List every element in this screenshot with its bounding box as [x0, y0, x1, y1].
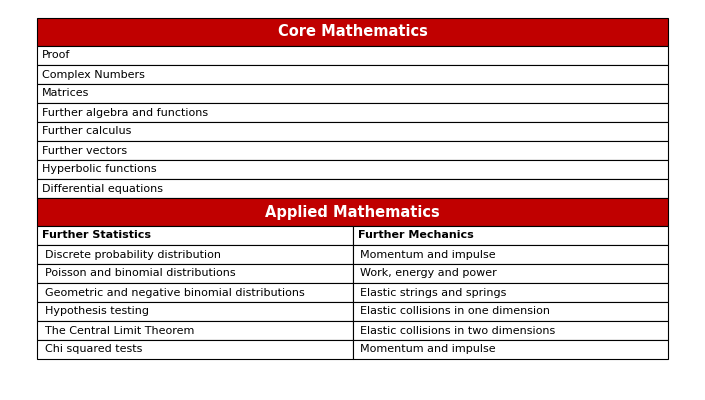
Bar	[37, 179, 668, 198]
Text: Applied Mathematics: Applied Mathematics	[265, 204, 440, 220]
Bar	[37, 245, 352, 264]
Text: Elastic collisions in two dimensions: Elastic collisions in two dimensions	[360, 326, 556, 336]
Text: Differential equations: Differential equations	[42, 184, 163, 194]
Text: Poisson and binomial distributions: Poisson and binomial distributions	[45, 268, 235, 278]
Text: Core Mathematics: Core Mathematics	[278, 24, 427, 40]
Text: Elastic strings and springs: Elastic strings and springs	[360, 288, 507, 298]
Text: Momentum and impulse: Momentum and impulse	[360, 250, 496, 260]
Bar	[37, 18, 668, 46]
Bar	[37, 65, 668, 84]
Text: Geometric and negative binomial distributions: Geometric and negative binomial distribu…	[45, 288, 305, 298]
Text: Work, energy and power: Work, energy and power	[360, 268, 497, 278]
Bar	[37, 302, 352, 321]
Bar	[37, 84, 668, 103]
Text: Elastic collisions in one dimension: Elastic collisions in one dimension	[360, 306, 551, 316]
Bar	[352, 302, 668, 321]
Text: Further Mechanics: Further Mechanics	[357, 230, 473, 240]
Bar	[37, 198, 668, 226]
Bar	[37, 226, 352, 245]
Bar	[37, 122, 668, 141]
Text: Further algebra and functions: Further algebra and functions	[42, 108, 208, 118]
Bar	[37, 141, 668, 160]
Text: Complex Numbers: Complex Numbers	[42, 70, 145, 80]
Text: The Central Limit Theorem: The Central Limit Theorem	[45, 326, 195, 336]
Bar	[37, 283, 352, 302]
Bar	[37, 160, 668, 179]
Text: Discrete probability distribution: Discrete probability distribution	[45, 250, 221, 260]
Bar	[37, 264, 352, 283]
Bar	[352, 264, 668, 283]
Text: Momentum and impulse: Momentum and impulse	[360, 344, 496, 354]
Text: Further Statistics: Further Statistics	[42, 230, 151, 240]
Text: Further vectors: Further vectors	[42, 146, 127, 156]
Bar	[37, 46, 668, 65]
Text: Matrices: Matrices	[42, 88, 90, 98]
Bar	[37, 340, 352, 359]
Bar	[352, 283, 668, 302]
Bar	[37, 103, 668, 122]
Text: Further calculus: Further calculus	[42, 126, 131, 136]
Bar	[352, 321, 668, 340]
Text: Hyperbolic functions: Hyperbolic functions	[42, 164, 157, 174]
Text: Hypothesis testing: Hypothesis testing	[45, 306, 149, 316]
Bar	[352, 245, 668, 264]
Bar	[352, 340, 668, 359]
Bar	[352, 226, 668, 245]
Text: Chi squared tests: Chi squared tests	[45, 344, 142, 354]
Text: Proof: Proof	[42, 50, 70, 60]
Bar	[37, 321, 352, 340]
